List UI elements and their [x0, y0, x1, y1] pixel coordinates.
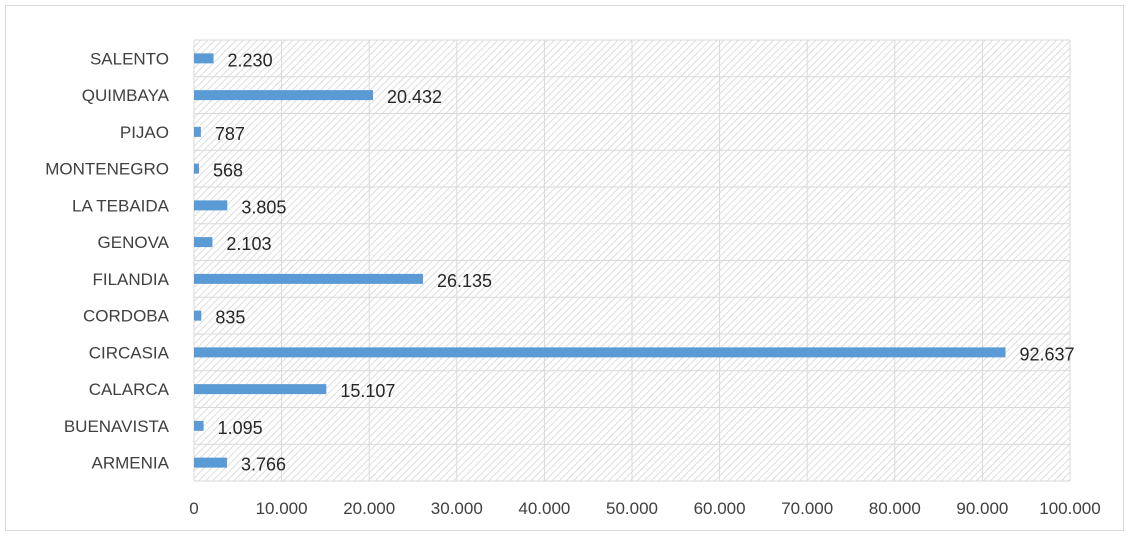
category-label: ARMENIA [92, 454, 170, 473]
x-tick-label: 40.000 [518, 499, 570, 518]
x-tick-label: 50.000 [606, 499, 658, 518]
x-tick-label: 80.000 [869, 499, 921, 518]
category-label: PIJAO [120, 123, 169, 142]
category-labels: ARMENIA BUENAVISTA CALARCA CIRCASIA CORDOBA F… [45, 49, 169, 472]
category-label: GENOVA [98, 233, 170, 252]
bars [194, 53, 1006, 468]
bar-salento [194, 53, 214, 64]
data-label: 2.230 [228, 50, 273, 70]
category-label: CIRCASIA [89, 343, 170, 362]
bar-pijao [194, 126, 201, 137]
gridlines [193, 39, 1071, 482]
bar-genova [194, 237, 213, 248]
bar-quimbaya [194, 90, 373, 101]
data-label: 92.637 [1020, 344, 1075, 364]
bar-circasia [194, 347, 1006, 358]
bar-calarca [194, 384, 327, 395]
data-label: 568 [213, 161, 243, 181]
x-tick-label: 70.000 [781, 499, 833, 518]
data-label: 3.766 [241, 455, 286, 475]
x-tick-label: 100.000 [1039, 499, 1100, 518]
data-label: 20.432 [387, 87, 442, 107]
category-label: LA TEBAIDA [72, 196, 170, 215]
x-tick-labels: 0 10.000 20.000 30.000 40.000 50.000 60.000 70.… [189, 499, 1100, 518]
bar-la-tebaida [194, 200, 228, 211]
category-label: CORDOBA [83, 307, 170, 326]
x-tick-label: 30.000 [431, 499, 483, 518]
category-label: CALARCA [89, 380, 170, 399]
data-label: 787 [215, 124, 245, 144]
category-label: BUENAVISTA [64, 417, 170, 436]
x-tick-label: 60.000 [694, 499, 746, 518]
bar-buenavista [194, 420, 204, 431]
data-label: 15.107 [340, 381, 395, 401]
data-label: 2.103 [226, 234, 271, 254]
data-label: 835 [215, 308, 245, 328]
category-label: SALENTO [90, 49, 169, 68]
bar-cordoba [194, 310, 202, 321]
category-label: QUIMBAYA [82, 86, 170, 105]
bar-filandia [194, 273, 423, 284]
x-tick-label: 0 [189, 499, 198, 518]
data-labels: 3.766 1.095 15.107 92.637 835 26.135 2.103 3.80… [213, 50, 1075, 474]
data-label: 3.805 [241, 197, 286, 217]
data-label: 1.095 [218, 418, 263, 438]
bar-montenegro [194, 163, 199, 174]
data-label: 26.135 [437, 271, 492, 291]
bar-armenia [194, 457, 227, 468]
category-label: FILANDIA [92, 270, 169, 289]
x-tick-label: 10.000 [256, 499, 308, 518]
x-tick-label: 20.000 [343, 499, 395, 518]
x-tick-label: 90.000 [956, 499, 1008, 518]
category-label: MONTENEGRO [45, 160, 169, 179]
